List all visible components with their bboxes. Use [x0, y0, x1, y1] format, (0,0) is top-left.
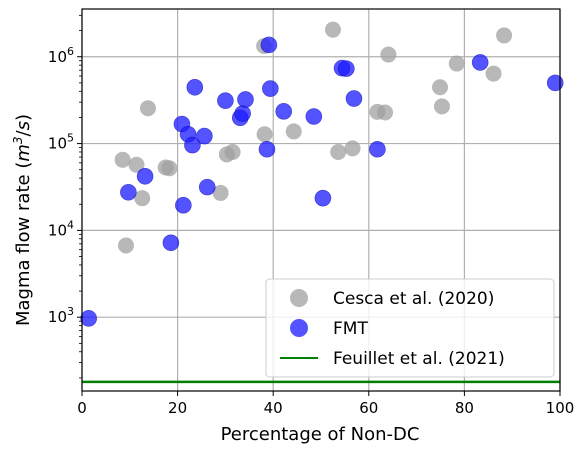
x-tick-label: 40 — [264, 399, 283, 417]
cesca-series — [114, 21, 513, 254]
y-axis-label-unit-s: s — [13, 121, 34, 130]
fmt-series — [80, 36, 564, 327]
y-axis-label-unit-slash: / — [13, 129, 34, 136]
fmt-point — [80, 310, 97, 327]
cesca-point — [285, 123, 302, 140]
x-axis-label: Percentage of Non-DC — [221, 424, 420, 445]
y-tick-label-exponent: 6 — [67, 45, 74, 58]
plot-frame — [81, 8, 561, 392]
y-tick-label-base: 10 — [48, 135, 67, 153]
cesca-point — [117, 237, 134, 254]
cesca-point — [324, 21, 341, 38]
fmt-point — [471, 54, 489, 71]
legend: Cesca et al. (2020) FMT Feuillet et al. … — [265, 278, 555, 378]
y-tick-label: 104 — [48, 218, 74, 239]
cesca-point — [161, 160, 178, 177]
x-tick-label: 0 — [77, 399, 87, 417]
cesca-point — [485, 65, 502, 82]
y-tick-label-base: 10 — [48, 48, 67, 66]
cesca-point — [432, 79, 449, 96]
y-tick-label-exponent: 5 — [67, 132, 74, 145]
cesca-point — [330, 143, 347, 160]
y-axis-label-main: Magma flow rate ( — [13, 162, 34, 326]
fmt-point — [258, 140, 276, 158]
fmt-point — [186, 78, 204, 96]
cesca-point — [224, 143, 241, 160]
y-axis-label-unit-m: m — [13, 144, 34, 162]
cesca-point — [448, 55, 465, 72]
cesca-point — [380, 46, 397, 63]
fmt-point — [184, 136, 201, 154]
cesca-point — [139, 100, 156, 117]
x-axis-ticks: 0 20 40 60 80 100 — [77, 391, 574, 417]
x-tick-label: 100 — [546, 399, 575, 417]
y-tick-label-base: 10 — [48, 308, 67, 326]
x-tick-label: 60 — [359, 399, 378, 417]
legend-box — [265, 278, 555, 378]
fmt-point — [162, 234, 180, 252]
fmt-point — [546, 74, 564, 92]
cesca-point — [114, 151, 131, 168]
fmt-point — [314, 189, 332, 207]
cesca-point — [433, 98, 450, 115]
cesca-point — [128, 156, 145, 173]
y-tick-label: 105 — [48, 132, 74, 153]
cesca-point — [496, 27, 513, 44]
y-tick-label: 106 — [48, 45, 74, 66]
legend-label-feuillet: Feuillet et al. (2021) — [333, 349, 505, 369]
fmt-point — [369, 140, 386, 158]
fmt-point — [262, 80, 279, 97]
cesca-point — [212, 184, 229, 201]
fmt-point — [136, 167, 154, 185]
legend-label-cesca: Cesca et al. (2020) — [333, 289, 494, 309]
fmt-point — [260, 36, 278, 54]
fmt-point — [345, 90, 363, 107]
cesca-point — [256, 126, 273, 143]
x-tick-label: 20 — [168, 399, 187, 417]
cesca-point — [134, 190, 151, 207]
fmt-point — [217, 92, 234, 109]
legend-marker-fmt — [290, 319, 308, 337]
cesca-point — [344, 140, 361, 157]
y-tick-label-exponent: 4 — [67, 218, 74, 231]
fmt-point — [338, 60, 355, 77]
y-tick-label: 103 — [48, 305, 74, 326]
fmt-point — [196, 127, 213, 145]
fmt-point — [234, 105, 251, 122]
y-axis-label-unit-exp: 3 — [11, 136, 25, 144]
legend-marker-cesca — [290, 289, 308, 307]
fmt-point — [198, 178, 216, 196]
fmt-point — [237, 91, 254, 108]
fmt-point — [120, 183, 137, 201]
cesca-point — [377, 104, 394, 121]
fmt-point — [275, 103, 293, 120]
y-axis-label: Magma flow rate (m3/s) — [11, 114, 34, 326]
y-tick-label-exponent: 3 — [67, 305, 74, 318]
y-tick-label-base: 10 — [48, 221, 67, 239]
fmt-point — [175, 196, 192, 214]
legend-label-fmt: FMT — [333, 319, 368, 339]
x-tick-label: 80 — [455, 399, 474, 417]
fmt-point — [305, 108, 323, 125]
y-axis-label-close: ) — [13, 114, 34, 121]
